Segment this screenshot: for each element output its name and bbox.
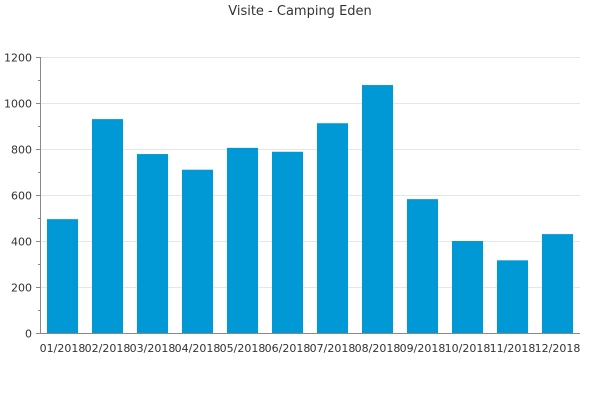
x-tick-label: 08/2018 [355,342,401,355]
bar-05-2018 [226,147,259,333]
x-tick-label: 09/2018 [400,342,446,355]
bar-04-2018 [181,169,214,333]
bar-08-2018 [361,85,394,333]
bar-10-2018 [451,241,484,333]
bar-09-2018 [406,199,439,333]
y-tick-labels: 0 200 400 600 800 1000 1200 [4,52,32,341]
bar-02-2018 [91,119,124,333]
bar-06-2018 [271,151,304,333]
x-tick-label: 07/2018 [310,342,356,355]
x-tick-label: 10/2018 [445,342,491,355]
bar-01-2018 [46,219,79,333]
y-tick-label: 600 [11,190,32,203]
x-tick-label: 03/2018 [130,342,176,355]
y-tick-label: 1000 [4,98,32,111]
axes [36,57,580,334]
x-tick-label: 12/2018 [535,342,581,355]
y-tick-label: 200 [11,282,32,295]
x-tick-label: 05/2018 [220,342,266,355]
x-tick-label: 11/2018 [490,342,536,355]
bar-07-2018 [316,123,349,334]
x-tick-label: 01/2018 [40,342,86,355]
bar-12-2018 [541,234,574,333]
bar-03-2018 [136,154,169,333]
y-tick-label: 1200 [4,52,32,65]
x-tick-label: 04/2018 [175,342,221,355]
y-tick-label: 800 [11,144,32,157]
x-tick-label: 02/2018 [85,342,131,355]
grid-lines [40,57,580,288]
y-tick-label: 0 [25,328,32,341]
bar-11-2018 [496,260,529,333]
x-tick-labels: 01/2018 02/2018 03/2018 04/2018 05/2018 06/20… [40,342,581,355]
chart-title: Visite - Camping Eden [228,4,372,19]
x-tick-label: 06/2018 [265,342,311,355]
bars [46,85,574,334]
y-tick-label: 400 [11,236,32,249]
